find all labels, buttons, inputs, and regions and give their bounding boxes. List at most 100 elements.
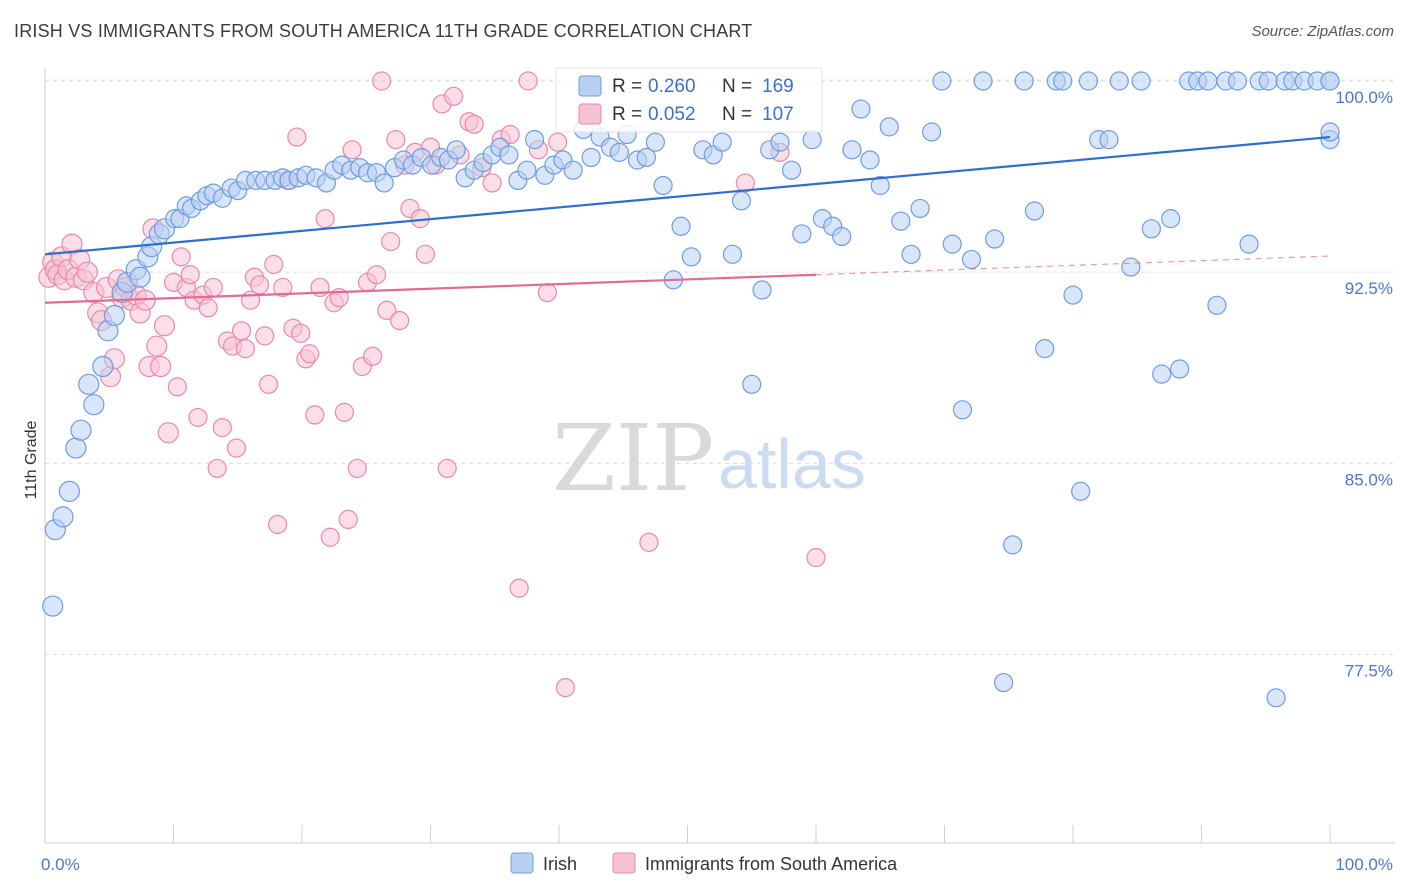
stats-n-value-sa: 107	[762, 104, 794, 125]
y-tick-label-3: 100.0%	[1335, 88, 1393, 107]
sa-point-68	[334, 402, 355, 422]
irish-point-91	[802, 130, 822, 150]
sa-point-107	[806, 548, 826, 568]
sa-point-102	[548, 132, 568, 152]
sa-point-39	[198, 298, 218, 318]
sa-point-105	[735, 173, 755, 193]
irish-point-71	[609, 142, 629, 162]
stats-n-label-sa: N =	[722, 104, 752, 125]
sa-point-99	[518, 71, 538, 91]
irish-point-68	[581, 147, 601, 168]
sa-point-40	[203, 277, 223, 298]
irish-point-116	[1053, 71, 1073, 91]
irish-point-62	[524, 130, 545, 150]
series-irish-points	[42, 71, 1340, 708]
irish-point-6	[78, 373, 100, 395]
trend-lines	[44, 135, 1331, 304]
legend: Irish Immigrants from South America	[510, 852, 898, 874]
irish-point-5	[70, 419, 92, 441]
irish-point-78	[671, 216, 691, 236]
irish-point-114	[1035, 339, 1055, 359]
irish-point-113	[1024, 201, 1045, 221]
watermark: ZIP atlas	[552, 405, 866, 512]
irish-point-86	[752, 280, 772, 300]
irish-point-90	[792, 224, 812, 244]
irish-point-101	[901, 244, 921, 264]
irish-point-128	[1170, 359, 1190, 379]
stats-r-label-irish: R =	[612, 76, 642, 97]
irish-point-0	[42, 595, 64, 617]
sa-point-97	[500, 124, 520, 145]
sa-point-51	[255, 326, 275, 346]
sa-point-45	[226, 438, 247, 458]
irish-point-97	[860, 150, 880, 170]
sa-point-95	[482, 173, 502, 193]
irish-point-14	[129, 266, 151, 288]
sa-point-54	[267, 514, 288, 535]
sa-point-65	[320, 527, 340, 547]
irish-point-119	[1078, 71, 1099, 91]
irish-point-105	[942, 234, 962, 254]
irish-point-117	[1063, 285, 1083, 305]
irish-point-137	[1258, 71, 1278, 91]
irish-point-10	[103, 304, 125, 327]
y-tick-label-2: 92.5%	[1345, 279, 1393, 298]
sa-point-103	[555, 678, 576, 698]
y-axis-label: 11th Grade	[23, 420, 40, 499]
legend-label-irish: Irish	[543, 854, 577, 874]
irish-point-132	[1207, 295, 1227, 315]
stats-r-label-sa: R =	[612, 104, 642, 125]
grid-lines	[45, 79, 1395, 655]
stats-n-label-irish: N =	[722, 76, 752, 97]
sa-point-69	[338, 509, 358, 530]
sa-point-80	[390, 310, 410, 331]
sa-point-29	[153, 315, 176, 337]
sa-point-37	[188, 407, 208, 428]
irish-point-8	[92, 355, 114, 378]
irish-point-83	[722, 244, 743, 264]
sa-point-47	[235, 339, 256, 359]
irish-point-98	[870, 175, 890, 196]
sa-point-93	[464, 114, 484, 134]
sa-point-64	[315, 209, 335, 229]
irish-point-61	[517, 160, 537, 180]
irish-point-121	[1099, 130, 1119, 150]
irish-point-89	[781, 160, 802, 180]
irish-point-100	[891, 211, 911, 231]
watermark-zip: ZIP	[552, 405, 714, 512]
irish-point-3	[58, 480, 81, 502]
sa-point-35	[180, 265, 200, 285]
series-south-america-points	[38, 71, 826, 698]
irish-point-66	[563, 160, 583, 180]
irish-point-111	[1003, 535, 1023, 555]
sa-point-59	[291, 323, 311, 343]
irish-point-102	[910, 198, 930, 219]
irish-point-107	[961, 249, 982, 270]
trend-line-sa-extension	[815, 255, 1331, 276]
irish-point-45	[374, 173, 394, 193]
stats-r-value-sa: 0.052	[648, 104, 696, 125]
y-tick-label-1: 85.0%	[1345, 470, 1393, 489]
y-tick-labels: 77.5% 85.0% 92.5% 100.0%	[1335, 88, 1393, 681]
irish-point-74	[636, 147, 656, 168]
legend-label-sa: Immigrants from South America	[645, 854, 898, 874]
irish-point-4	[65, 437, 87, 459]
sa-point-89	[437, 458, 457, 479]
irish-point-125	[1141, 219, 1161, 239]
irish-point-88	[770, 132, 790, 152]
stats-swatch-sa	[578, 103, 602, 125]
sa-point-101	[537, 282, 558, 303]
irish-point-138	[1266, 688, 1286, 708]
sa-point-70	[342, 140, 362, 160]
axes	[44, 68, 1395, 844]
sa-point-55	[273, 277, 293, 298]
irish-point-131	[1198, 71, 1218, 91]
sa-point-27	[146, 335, 168, 357]
stats-box: R = 0.260 N = 169 R = 0.052 N = 107	[555, 67, 823, 133]
irish-point-104	[932, 71, 952, 91]
irish-point-94	[832, 226, 852, 247]
sa-point-52	[258, 374, 279, 394]
irish-point-53	[446, 140, 466, 160]
irish-point-75	[645, 132, 665, 152]
